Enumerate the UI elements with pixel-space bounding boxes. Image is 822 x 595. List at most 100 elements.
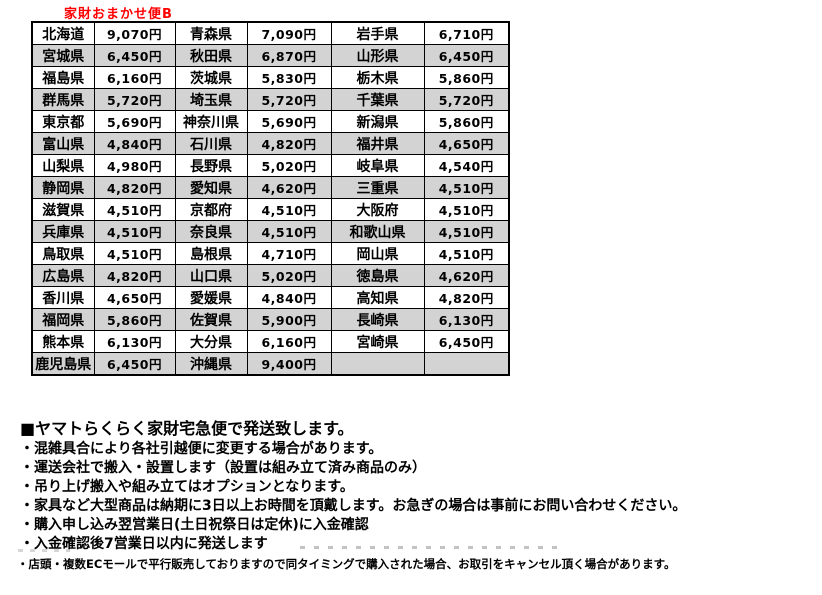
price-cell: 4,510円 — [423, 220, 510, 243]
table-row: 北海道 9,070円 青森県 7,090円 岩手県 6,710円 — [31, 21, 510, 45]
prefecture-cell: 群馬県 — [31, 88, 95, 111]
prefecture-cell: 石川県 — [174, 132, 248, 155]
prefecture-cell: 埼玉県 — [174, 88, 248, 111]
price-cell: 4,620円 — [246, 176, 332, 199]
prefecture-cell: 栃木県 — [330, 66, 425, 89]
prefecture-cell: 福井県 — [330, 132, 425, 155]
price-cell: 4,980円 — [93, 154, 176, 177]
prefecture-cell: 長野県 — [174, 154, 248, 177]
prefecture-cell — [330, 352, 425, 376]
prefecture-cell: 山形県 — [330, 44, 425, 67]
price-cell: 4,510円 — [246, 198, 332, 221]
price-cell: 5,020円 — [246, 154, 332, 177]
price-cell: 4,620円 — [423, 264, 510, 287]
prefecture-cell: 京都府 — [174, 198, 248, 221]
price-cell: 6,130円 — [93, 330, 176, 353]
table-row: 滋賀県 4,510円 京都府 4,510円 大阪府 4,510円 — [31, 198, 510, 221]
price-cell: 6,450円 — [93, 352, 176, 376]
price-cell: 5,860円 — [93, 308, 176, 331]
fee-table-body: 北海道 9,070円 青森県 7,090円 岩手県 6,710円 宮城県 6,450円 秋田県 6… — [31, 21, 510, 376]
table-row: 福島県 6,160円 茨城県 5,830円 栃木県 5,860円 — [31, 66, 510, 89]
table-row: 静岡県 4,820円 愛知県 4,620円 三重県 4,510円 — [31, 176, 510, 199]
price-cell: 6,870円 — [246, 44, 332, 67]
price-cell: 5,860円 — [423, 110, 510, 133]
price-cell: 4,840円 — [246, 286, 332, 309]
prefecture-cell: 北海道 — [31, 21, 95, 45]
price-cell — [423, 352, 510, 376]
prefecture-cell: 秋田県 — [174, 44, 248, 67]
prefecture-cell: 東京都 — [31, 110, 95, 133]
note-line: ・混雑具合により各社引越便に変更する場合があります。 — [20, 441, 383, 457]
prefecture-cell: 島根県 — [174, 242, 248, 265]
faint-artifact-dashes — [300, 546, 565, 549]
prefecture-cell: 兵庫県 — [31, 220, 95, 243]
note-line: ・吊り上げ搬入や組み立てはオプションとなります。 — [20, 479, 354, 495]
prefecture-cell: 静岡県 — [31, 176, 95, 199]
price-cell: 4,820円 — [423, 286, 510, 309]
price-cell: 4,510円 — [423, 242, 510, 265]
price-cell: 7,090円 — [246, 21, 332, 45]
price-cell: 4,510円 — [423, 176, 510, 199]
price-cell: 5,720円 — [423, 88, 510, 111]
prefecture-cell: 滋賀県 — [31, 198, 95, 221]
price-cell: 4,510円 — [93, 198, 176, 221]
prefecture-cell: 和歌山県 — [330, 220, 425, 243]
prefecture-cell: 富山県 — [31, 132, 95, 155]
table-row: 兵庫県 4,510円 奈良県 4,510円 和歌山県 4,510円 — [31, 220, 510, 243]
prefecture-cell: 千葉県 — [330, 88, 425, 111]
price-cell: 4,510円 — [93, 242, 176, 265]
price-cell: 4,510円 — [423, 198, 510, 221]
note-line: ・購入申し込み翌営業日(土日祝祭日は定休)に入金確認 — [20, 517, 369, 533]
prefecture-cell: 奈良県 — [174, 220, 248, 243]
prefecture-cell: 愛知県 — [174, 176, 248, 199]
prefecture-cell: 山梨県 — [31, 154, 95, 177]
price-cell: 5,830円 — [246, 66, 332, 89]
prefecture-cell: 高知県 — [330, 286, 425, 309]
price-cell: 4,540円 — [423, 154, 510, 177]
cancellation-small-note: ・店頭・複数ECモールで平行販売しておりますので同タイミングで購入された場合、お… — [17, 557, 676, 571]
price-cell: 4,710円 — [246, 242, 332, 265]
prefecture-cell: 広島県 — [31, 264, 95, 287]
table-row: 東京都 5,690円 神奈川県 5,690円 新潟県 5,860円 — [31, 110, 510, 133]
table-row: 香川県 4,650円 愛媛県 4,840円 高知県 4,820円 — [31, 286, 510, 309]
prefecture-cell: 山口県 — [174, 264, 248, 287]
price-cell: 4,820円 — [93, 264, 176, 287]
shipping-fee-table: 北海道 9,070円 青森県 7,090円 岩手県 6,710円 宮城県 6,450円 秋田県 6… — [31, 21, 510, 376]
prefecture-cell: 熊本県 — [31, 330, 95, 353]
price-cell: 4,820円 — [246, 132, 332, 155]
faint-artifact-dashes-left — [18, 549, 70, 552]
price-cell: 5,720円 — [246, 88, 332, 111]
shipping-notes-list: ・混雑具合により各社引越便に変更する場合があります。 ・運送会社で搬入・設置しま… — [20, 440, 686, 554]
price-cell: 6,450円 — [423, 330, 510, 353]
price-cell: 5,020円 — [246, 264, 332, 287]
price-cell: 4,510円 — [93, 220, 176, 243]
table-row: 群馬県 5,720円 埼玉県 5,720円 千葉県 5,720円 — [31, 88, 510, 111]
prefecture-cell: 鹿児島県 — [31, 352, 95, 376]
prefecture-cell: 大阪府 — [330, 198, 425, 221]
prefecture-cell: 三重県 — [330, 176, 425, 199]
price-cell: 6,450円 — [423, 44, 510, 67]
price-cell: 9,400円 — [246, 352, 332, 376]
price-cell: 6,130円 — [423, 308, 510, 331]
prefecture-cell: 福島県 — [31, 66, 95, 89]
prefecture-cell: 宮城県 — [31, 44, 95, 67]
price-cell: 4,650円 — [423, 132, 510, 155]
table-row: 鳥取県 4,510円 島根県 4,710円 岡山県 4,510円 — [31, 242, 510, 265]
prefecture-cell: 香川県 — [31, 286, 95, 309]
prefecture-cell: 岩手県 — [330, 21, 425, 45]
table-row: 福岡県 5,860円 佐賀県 5,900円 長崎県 6,130円 — [31, 308, 510, 331]
note-line: ・入金確認後7営業日以内に発送します — [20, 536, 268, 552]
prefecture-cell: 長崎県 — [330, 308, 425, 331]
prefecture-cell: 徳島県 — [330, 264, 425, 287]
price-cell: 6,710円 — [423, 21, 510, 45]
prefecture-cell: 愛媛県 — [174, 286, 248, 309]
prefecture-cell: 岐阜県 — [330, 154, 425, 177]
table-row: 富山県 4,840円 石川県 4,820円 福井県 4,650円 — [31, 132, 510, 155]
prefecture-cell: 神奈川県 — [174, 110, 248, 133]
table-row: 鹿児島県 6,450円 沖縄県 9,400円 — [31, 352, 510, 376]
price-cell: 6,160円 — [246, 330, 332, 353]
table-row: 山梨県 4,980円 長野県 5,020円 岐阜県 4,540円 — [31, 154, 510, 177]
prefecture-cell: 宮崎県 — [330, 330, 425, 353]
prefecture-cell: 大分県 — [174, 330, 248, 353]
price-cell: 5,860円 — [423, 66, 510, 89]
